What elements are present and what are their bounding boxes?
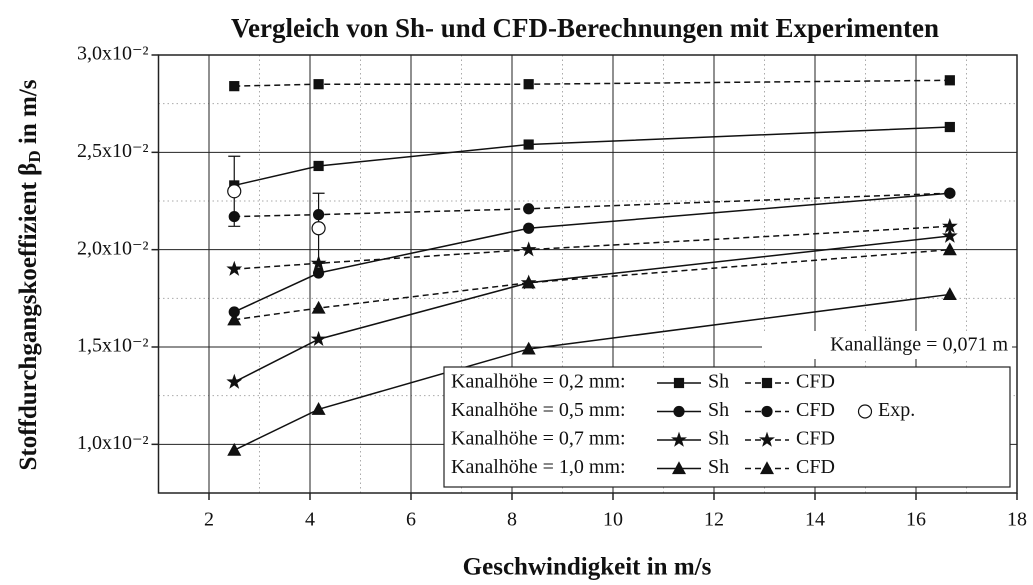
- marker: [521, 341, 536, 355]
- marker: [759, 461, 775, 475]
- marker: [229, 81, 240, 92]
- marker: [944, 187, 956, 199]
- series-line: [234, 192, 950, 218]
- marker: [227, 312, 242, 326]
- marker: [523, 139, 534, 150]
- marker: [311, 300, 326, 314]
- y-tick-label: 2,5x10⁻²: [77, 140, 149, 162]
- annotation-bg: [762, 331, 1012, 359]
- series-line: [233, 235, 950, 383]
- x-tick-label: 8: [507, 509, 517, 531]
- legend-label: Sh: [708, 456, 729, 478]
- legend-label: Sh: [708, 371, 729, 393]
- x-tick-label: 14: [805, 509, 825, 531]
- series-line: [233, 192, 950, 313]
- marker: [523, 79, 534, 90]
- marker: [671, 431, 687, 447]
- marker: [673, 405, 685, 418]
- marker: [671, 461, 687, 475]
- series-line: [234, 126, 950, 187]
- marker: [759, 431, 775, 447]
- marker: [761, 377, 773, 389]
- series-line: [234, 248, 950, 321]
- y-tick-label: 1,0x10⁻²: [77, 432, 149, 454]
- y-axis-label-part: Stoffdurchgangskoeffizient β: [15, 163, 42, 471]
- x-tick-label: 10: [603, 509, 623, 531]
- legend-label: CFD: [796, 399, 835, 421]
- legend-group-label: Kanalhöhe = 1,0 mm:: [451, 456, 626, 478]
- x-axis-label: Geschwindigkeit in m/s: [463, 554, 712, 581]
- x-tick-label: 6: [406, 509, 416, 531]
- marker: [226, 260, 243, 276]
- legend-label: Sh: [708, 399, 729, 421]
- x-tick-label: 4: [305, 509, 315, 531]
- marker: [941, 227, 958, 243]
- plot-frame: [157, 54, 1018, 494]
- y-axis-label: Stoffdurchgangskoeffizient βD in m/s: [15, 79, 44, 470]
- x-tick-label: 18: [1007, 509, 1027, 531]
- x-tick-label: 12: [704, 509, 724, 531]
- marker: [857, 404, 873, 419]
- y-axis-label-sub: D: [25, 150, 44, 162]
- legend-label: Exp.: [878, 399, 915, 421]
- marker: [942, 287, 957, 301]
- legend-label: CFD: [796, 456, 835, 478]
- legend-group-label: Kanalhöhe = 0,7 mm:: [451, 428, 626, 450]
- marker: [227, 184, 242, 199]
- marker: [226, 373, 243, 389]
- marker: [521, 275, 536, 289]
- y-axis-label-part: in m/s: [15, 79, 42, 150]
- y-tick-label: 1,5x10⁻²: [77, 335, 149, 357]
- marker: [520, 241, 537, 257]
- marker: [313, 160, 324, 172]
- series-line: [234, 79, 950, 87]
- marker: [944, 121, 955, 133]
- legend-group-label: Kanalhöhe = 0,5 mm:: [451, 399, 626, 421]
- legend-group-label: Kanalhöhe = 0,2 mm:: [451, 371, 626, 393]
- legend-label: Sh: [708, 428, 729, 450]
- marker: [673, 377, 685, 389]
- chart-title: Vergleich von Sh- und CFD-Berechnungen m…: [231, 13, 939, 43]
- marker: [313, 79, 324, 90]
- legend-box: [443, 366, 1011, 488]
- marker: [312, 267, 325, 279]
- y-tick-label: 3,0x10⁻²: [77, 43, 149, 65]
- x-tick-label: 16: [906, 509, 926, 531]
- marker: [941, 217, 958, 234]
- marker: [310, 330, 327, 346]
- legend-label: CFD: [796, 428, 835, 450]
- y-tick-label: 2,0x10⁻²: [77, 237, 149, 259]
- marker: [227, 442, 242, 456]
- marker: [523, 222, 535, 234]
- marker: [942, 242, 957, 256]
- marker: [311, 402, 326, 415]
- legend-label: CFD: [796, 371, 835, 393]
- annotation: Kanallänge = 0,071 m: [830, 334, 1008, 356]
- marker: [761, 405, 773, 418]
- marker: [311, 221, 326, 236]
- marker: [523, 203, 535, 215]
- series-line: [234, 225, 950, 270]
- x-tick-label: 2: [204, 509, 214, 531]
- series-line: [233, 293, 950, 451]
- marker: [944, 75, 955, 86]
